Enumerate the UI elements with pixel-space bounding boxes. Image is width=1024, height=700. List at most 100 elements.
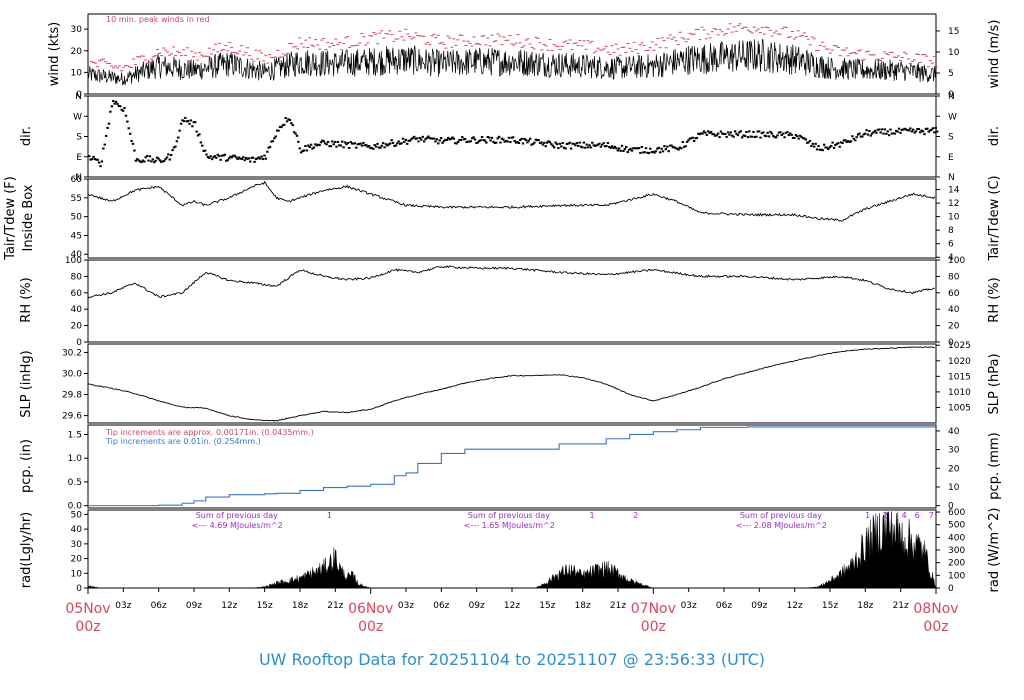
rad-left-tick-label: 20	[71, 555, 83, 565]
dir-point	[271, 140, 275, 143]
dir-point	[121, 109, 125, 112]
dir-right-label: dir.	[987, 126, 1002, 146]
dir-point	[615, 147, 618, 150]
dir-point	[369, 146, 372, 149]
dir-point	[933, 131, 936, 134]
dir-point	[537, 139, 540, 142]
page-title: UW Rooftop Data for 20251104 to 20251107…	[258, 650, 766, 669]
dir-point	[413, 135, 416, 138]
dir-point	[370, 147, 374, 150]
dir-point	[178, 129, 181, 132]
dir-point	[406, 142, 409, 145]
dir-point	[623, 148, 627, 151]
dir-point	[441, 141, 444, 144]
dir-point	[886, 130, 889, 133]
dir-point	[674, 147, 677, 150]
dir-point	[842, 139, 846, 142]
dir-point	[773, 136, 776, 139]
dir-point	[424, 138, 427, 141]
dir-point	[832, 146, 836, 149]
dir-point	[605, 145, 608, 148]
dir-point	[355, 146, 358, 149]
dir-point	[290, 122, 293, 125]
wind-right-tick-label: 0	[948, 90, 954, 100]
wind-right-tick-label: 5	[948, 69, 954, 79]
dir-point	[817, 145, 820, 148]
dir-point	[171, 149, 174, 152]
rad-right-tick-label: 300	[948, 546, 965, 556]
slp-left-label: SLP (inHg)	[19, 350, 34, 418]
dir-point	[268, 145, 272, 148]
dir-point	[463, 138, 467, 141]
rad-left-label: rad(Lgly/hr)	[19, 512, 34, 588]
pcp-right-tick-label: 20	[948, 464, 960, 474]
dir-point	[851, 135, 854, 138]
dir-point	[530, 143, 533, 146]
dir-point	[336, 140, 340, 143]
dir-point	[233, 154, 236, 157]
dir-point	[449, 137, 453, 140]
rad-sum-label: Sum of previous day	[196, 511, 278, 520]
dir-point	[601, 143, 604, 146]
dir-point	[921, 130, 925, 133]
dir-point	[422, 140, 426, 143]
dir-point	[677, 148, 680, 151]
dir-point	[326, 141, 330, 144]
dir-point	[318, 144, 321, 147]
dir-point	[311, 147, 314, 150]
dir-point	[294, 132, 297, 135]
dir-point	[540, 141, 543, 144]
dir-point	[779, 131, 782, 134]
dir-point	[259, 157, 262, 160]
dir-point	[547, 140, 550, 143]
wind-left-tick-label: 20	[71, 47, 83, 57]
dir-point	[675, 147, 679, 150]
dir-point	[182, 120, 186, 123]
dir-point	[466, 140, 470, 143]
slp-left-tick-label: 30.2	[62, 348, 82, 358]
dir-point	[581, 146, 584, 149]
dir-point	[661, 150, 665, 153]
x-tick-label: 18z	[292, 601, 308, 611]
dir-point	[292, 131, 296, 134]
dir-point	[845, 140, 848, 143]
dir-point	[681, 141, 684, 144]
rad-marker: 4	[902, 511, 907, 520]
dir-point	[606, 142, 610, 145]
dir-point	[167, 153, 170, 156]
dir-point	[731, 134, 734, 137]
dir-point	[657, 146, 660, 149]
dir-point	[804, 138, 807, 141]
dir-point	[678, 146, 682, 149]
dir-point	[348, 146, 351, 149]
dir-point	[321, 139, 324, 142]
dir-point	[434, 140, 437, 143]
pcp-note-blue: Tip increments are 0.01in. (0.254mm.)	[105, 437, 261, 446]
dir-point	[148, 155, 152, 158]
rad-marker: 1	[865, 511, 870, 520]
temp-left-tick-label: 60	[71, 175, 83, 185]
dir-point	[531, 143, 535, 146]
dir-point	[504, 139, 508, 142]
dir-point	[653, 151, 656, 154]
dir-point	[660, 147, 663, 150]
dir-point	[144, 156, 147, 159]
temp-left-tick-label: 55	[71, 194, 82, 204]
temp-right-tick-label: 4	[948, 253, 954, 263]
dir-point	[267, 146, 270, 149]
dir-point	[384, 143, 388, 146]
dir-point	[736, 134, 740, 137]
pcp-right-tick-label: 30	[948, 446, 960, 456]
dir-point	[716, 132, 720, 135]
dir-point	[827, 148, 830, 151]
rh-left-tick-label: 20	[71, 322, 83, 332]
dir-point	[688, 137, 692, 140]
dir-point	[177, 136, 180, 139]
dir-point	[753, 136, 757, 139]
dir-point	[324, 142, 327, 145]
dir-point	[300, 151, 303, 154]
dir-point	[263, 154, 266, 157]
dir-point	[277, 129, 280, 132]
dir-point	[608, 145, 611, 148]
dir-point	[476, 141, 480, 144]
